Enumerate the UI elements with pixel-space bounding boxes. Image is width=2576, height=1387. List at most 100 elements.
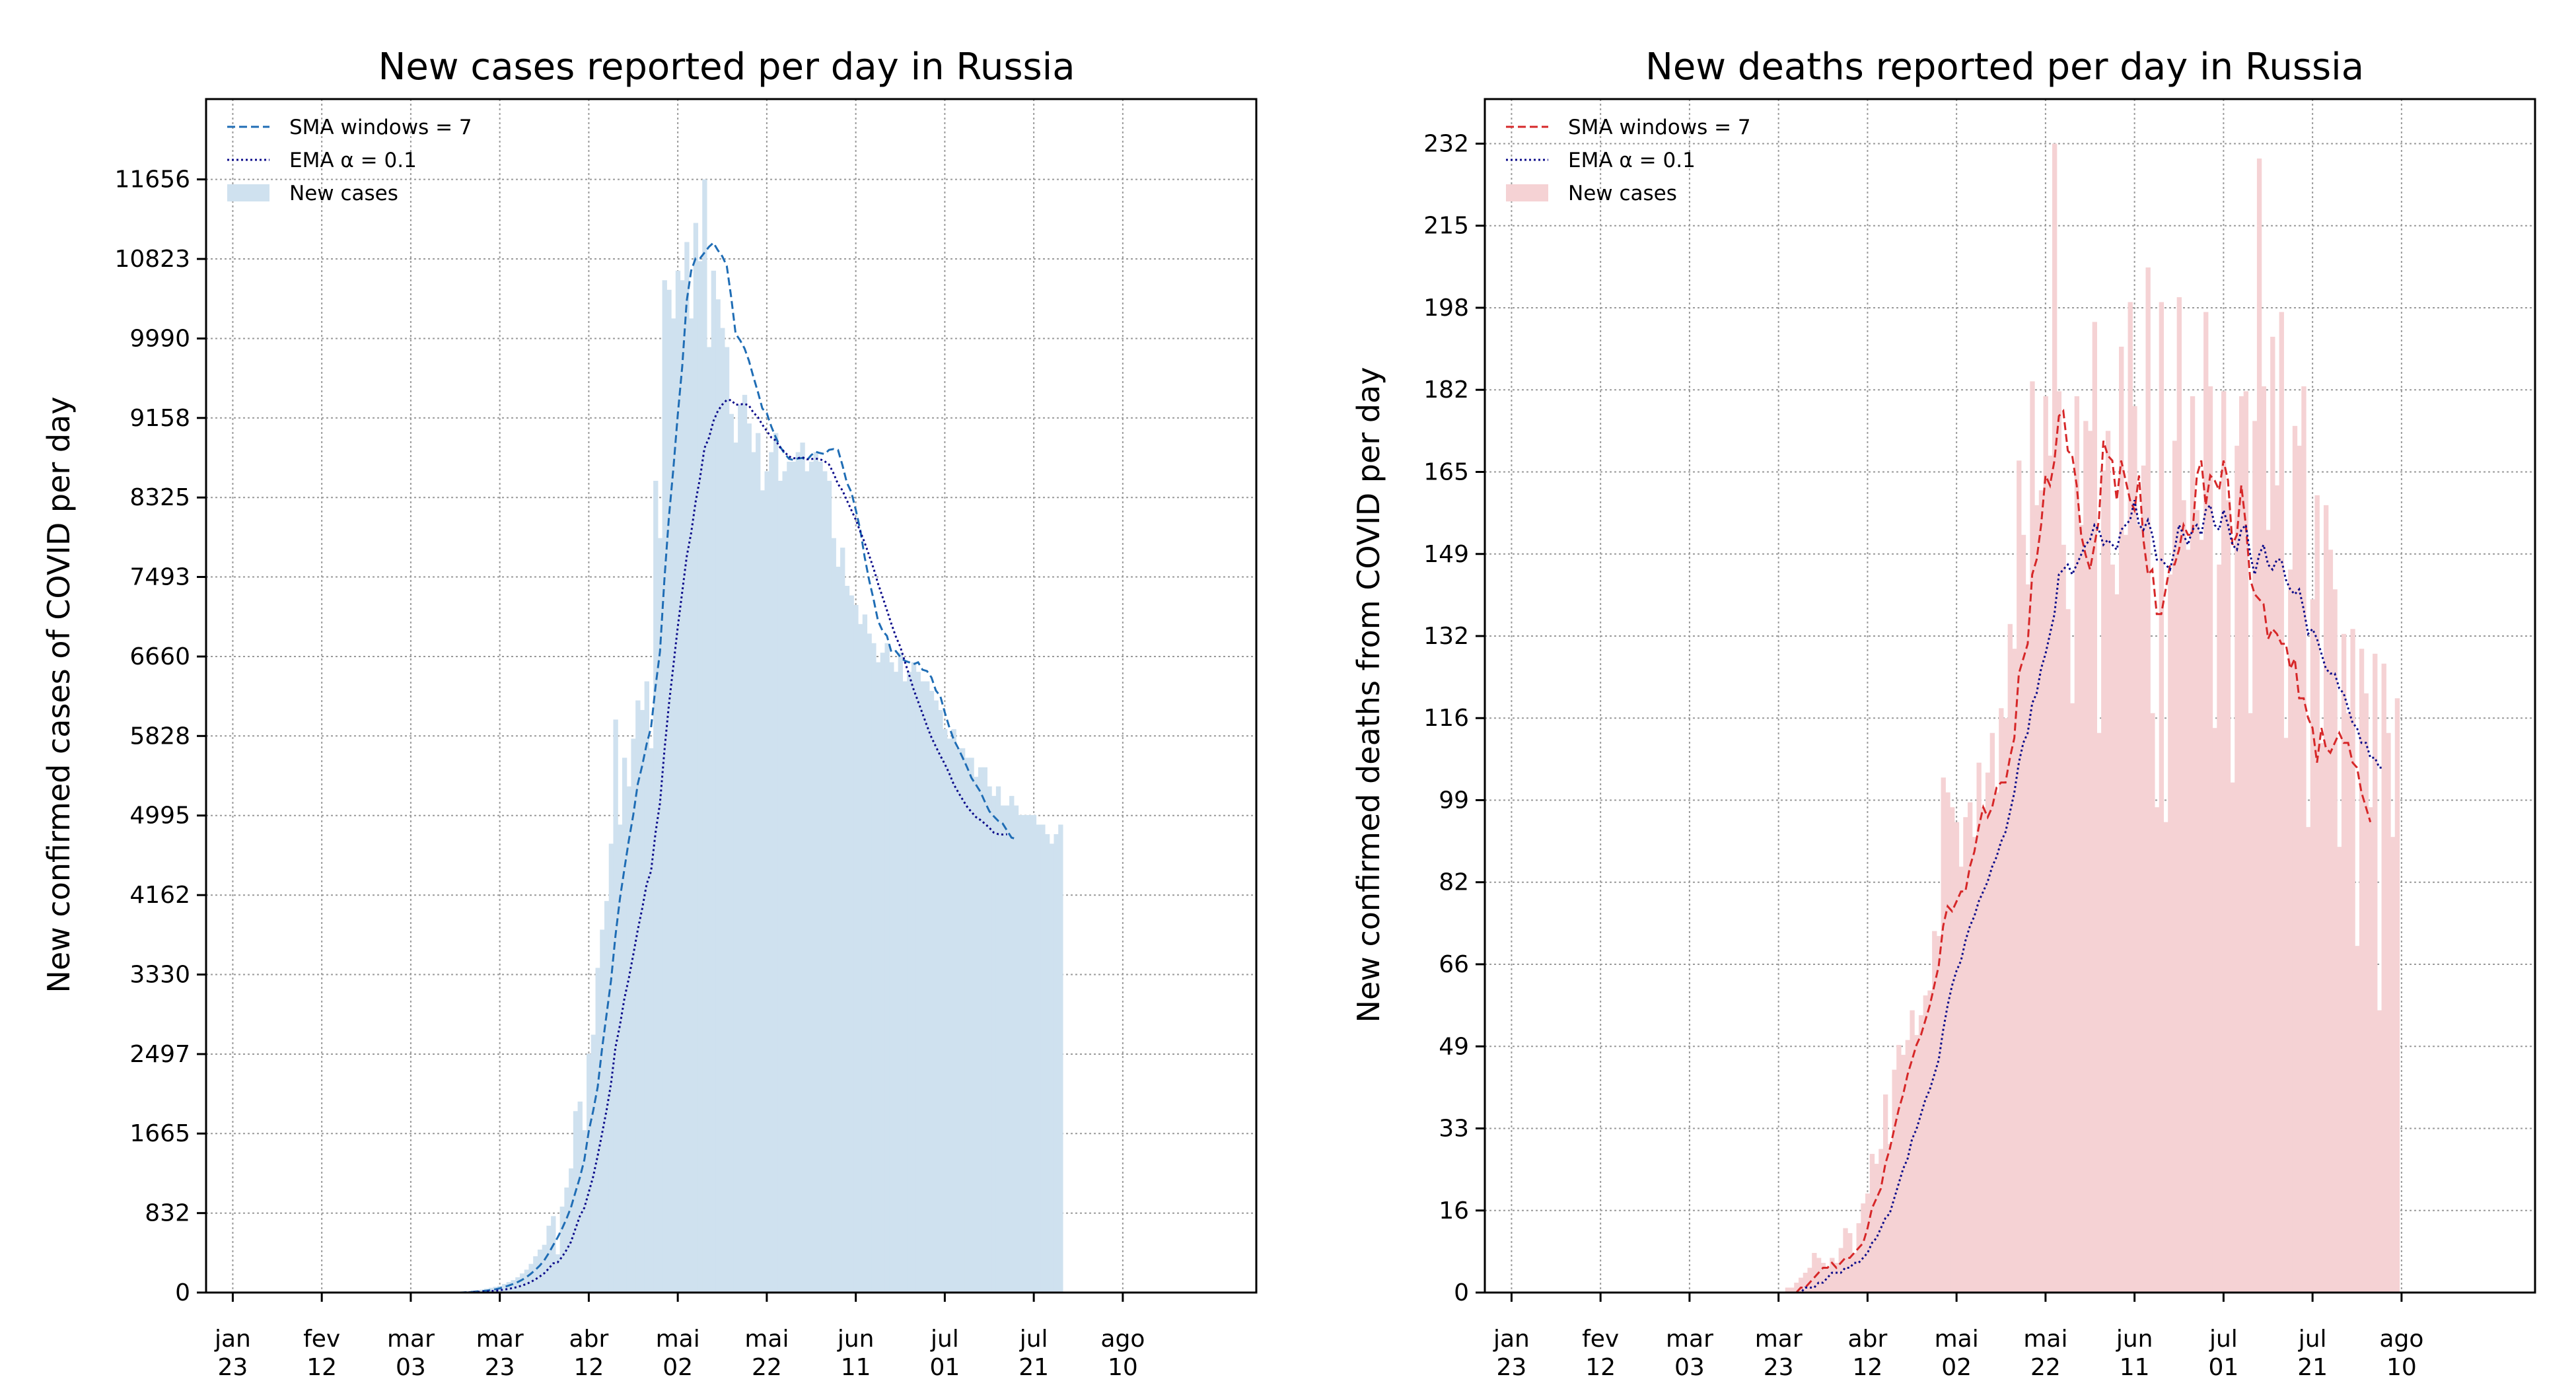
cases-x-tick-day: 03 xyxy=(396,1354,426,1381)
deaths-bar xyxy=(2243,391,2249,1293)
cases-y-tick-label: 9990 xyxy=(129,325,190,352)
deaths-bar xyxy=(2332,589,2338,1293)
deaths-y-tick-label: 99 xyxy=(1439,787,1469,814)
deaths-y-tick-label: 149 xyxy=(1423,541,1469,568)
deaths-bar xyxy=(2074,396,2080,1293)
cases-bar xyxy=(618,824,623,1293)
cases-bar xyxy=(769,452,774,1293)
deaths-bar xyxy=(2079,524,2084,1293)
cases-y-tick-label: 832 xyxy=(145,1200,190,1227)
cases-y-tick-label: 10823 xyxy=(114,246,190,273)
cases-bar xyxy=(551,1216,556,1293)
deaths-bar xyxy=(2181,500,2186,1293)
cases-bar xyxy=(569,1168,574,1293)
deaths-bar xyxy=(2154,807,2160,1293)
deaths-bar xyxy=(2394,698,2400,1293)
deaths-bar xyxy=(1838,1248,1843,1293)
deaths-bar xyxy=(2087,431,2093,1293)
deaths-bar xyxy=(1834,1263,1840,1293)
cases-bar xyxy=(1031,815,1037,1293)
deaths-y-tick-label: 16 xyxy=(1439,1197,1469,1225)
deaths-y-tick-label: 33 xyxy=(1439,1116,1469,1143)
deaths-bar xyxy=(1963,817,1968,1293)
cases-x-tick-day: 23 xyxy=(218,1354,248,1381)
cases-x-tick-month: jan xyxy=(214,1326,251,1353)
deaths-y-tick-label: 198 xyxy=(1423,295,1469,322)
cases-bar xyxy=(506,1282,512,1293)
cases-bar xyxy=(631,738,636,1293)
deaths-bar xyxy=(1820,1263,1826,1293)
cases-legend-sma-label: SMA windows = 7 xyxy=(289,116,472,139)
deaths-bar xyxy=(1936,936,1942,1293)
deaths-bar xyxy=(2203,312,2209,1293)
cases-x-tick-day: 23 xyxy=(485,1354,515,1381)
deaths-bar xyxy=(2190,396,2196,1293)
cases-y-axis-label: New confirmed cases of COVID per day xyxy=(41,396,77,993)
deaths-bar xyxy=(1882,1094,1888,1293)
cases-bar xyxy=(488,1287,494,1293)
cases-x-tick-month: fev xyxy=(303,1326,340,1353)
deaths-bar xyxy=(1958,867,1964,1293)
cases-bar xyxy=(511,1280,516,1293)
cases-bar xyxy=(987,786,992,1293)
deaths-x-tick-day: 11 xyxy=(2120,1354,2150,1381)
deaths-bar xyxy=(2350,629,2355,1293)
cases-bar xyxy=(1049,843,1055,1293)
cases-bar xyxy=(653,480,659,1293)
deaths-bar xyxy=(2194,510,2200,1293)
cases-ticks: 0 832 1665 2497 3330 4162 4995 5828 6660 7493 8325… xyxy=(114,166,1145,1381)
cases-bar xyxy=(902,681,908,1293)
cases-chart-title: New cases reported per day in Russia xyxy=(378,46,1075,89)
deaths-bar xyxy=(2301,386,2307,1293)
deaths-bar xyxy=(1989,732,1995,1293)
cases-bar xyxy=(1000,805,1005,1293)
deaths-bar xyxy=(2363,693,2369,1293)
deaths-x-tick-month: mar xyxy=(1755,1326,1803,1353)
cases-y-tick-label: 4162 xyxy=(129,882,190,909)
cases-y-tick-label: 0 xyxy=(175,1279,190,1306)
deaths-bar xyxy=(1865,1193,1871,1293)
deaths-bar xyxy=(2048,455,2053,1293)
deaths-bar xyxy=(2390,837,2396,1293)
cases-bar xyxy=(840,548,845,1293)
cases-bar xyxy=(587,1053,592,1293)
cases-bar xyxy=(813,452,818,1293)
deaths-x-tick-day: 02 xyxy=(1941,1354,1972,1381)
cases-bar xyxy=(698,261,703,1293)
deaths-bar xyxy=(1874,1164,1879,1293)
deaths-x-tick-day: 22 xyxy=(2030,1354,2061,1381)
deaths-bar xyxy=(1967,802,1973,1293)
cases-y-tick-label: 9158 xyxy=(129,405,190,432)
deaths-bar xyxy=(2038,490,2044,1293)
deaths-bar xyxy=(1985,772,1991,1293)
cases-y-tick-label: 11656 xyxy=(114,166,190,194)
deaths-bar xyxy=(2052,143,2057,1293)
deaths-bar xyxy=(2248,713,2253,1293)
cases-bar xyxy=(862,614,868,1293)
cases-bar xyxy=(925,681,930,1293)
cases-y-tick-label: 3330 xyxy=(129,961,190,988)
deaths-bar xyxy=(2096,732,2102,1293)
cases-legend-bar-swatch xyxy=(227,184,269,201)
cases-bar xyxy=(818,462,823,1293)
cases-bar xyxy=(644,681,649,1293)
deaths-bar xyxy=(2386,732,2391,1293)
deaths-bar xyxy=(2003,718,2009,1293)
deaths-bars xyxy=(1785,143,2400,1293)
deaths-bar xyxy=(2172,441,2178,1293)
deaths-bar xyxy=(2373,653,2378,1293)
deaths-bar xyxy=(2056,391,2062,1293)
cases-x-tick-day: 22 xyxy=(752,1354,782,1381)
cases-bar xyxy=(760,490,766,1293)
deaths-bar xyxy=(2306,827,2311,1293)
deaths-bar xyxy=(2288,569,2293,1293)
cases-x-tick-day: 12 xyxy=(574,1354,604,1381)
deaths-bar xyxy=(1918,1015,1924,1293)
deaths-y-tick-label: 215 xyxy=(1423,213,1469,240)
deaths-chart: New deaths reported per day in Russia Ne… xyxy=(1351,46,2536,1381)
deaths-bar xyxy=(1816,1258,1822,1293)
cases-y-tick-label: 8325 xyxy=(129,484,190,511)
cases-bar xyxy=(1013,805,1019,1293)
deaths-bar xyxy=(2069,703,2075,1293)
cases-plot-frame xyxy=(205,98,1258,1294)
